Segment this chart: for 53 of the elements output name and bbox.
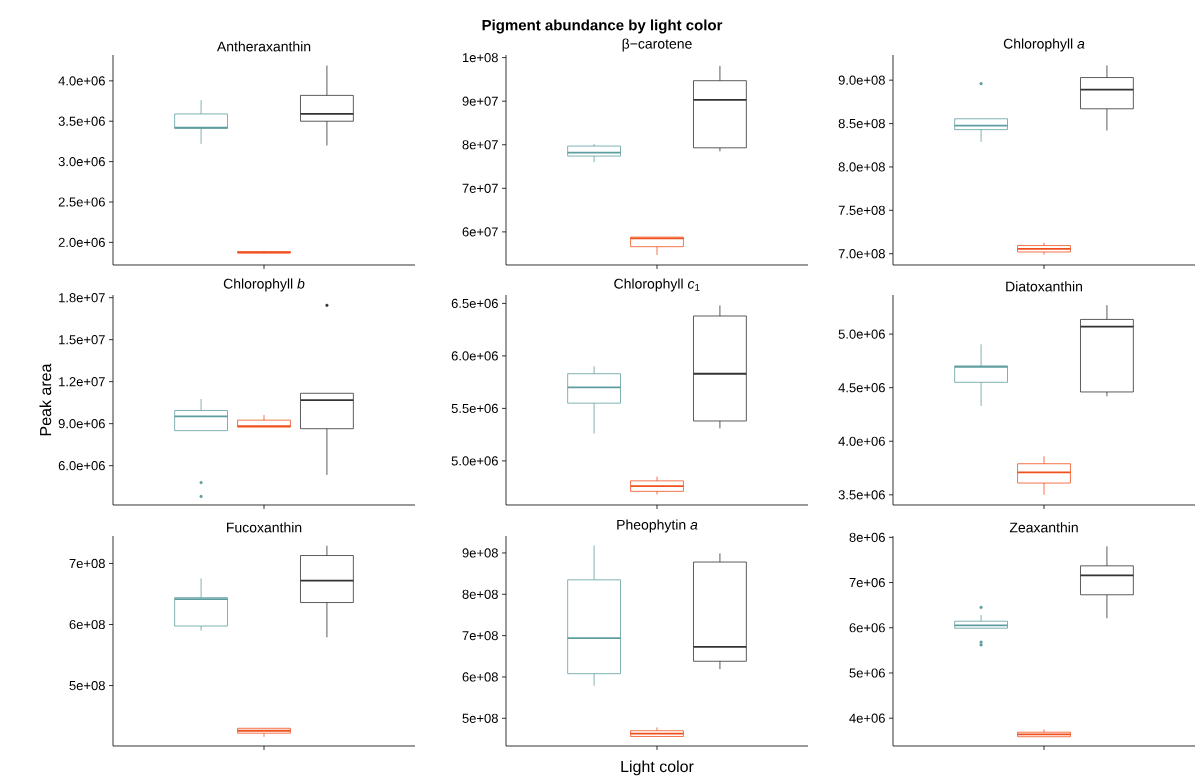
y-tick-label: 9e+08 (462, 548, 498, 558)
y-tick-label: 1.5e+07 (59, 335, 105, 345)
y-tick-label: 6e+08 (462, 672, 498, 682)
y-tick-label: 1.2e+07 (59, 377, 105, 387)
y-tick-label: 7e+08 (69, 558, 105, 569)
y-tick-label: 8e+06 (849, 532, 885, 542)
y-tick-label: 6.5e+06 (451, 298, 498, 308)
y-tick-label: 6.0e+06 (58, 461, 105, 471)
chart-title: Chlorophyll a (1003, 38, 1085, 52)
chart-title: Fucoxanthin (227, 522, 302, 533)
y-tick-label: 8.5e+08 (838, 118, 885, 129)
y-tick-label: 8e+07 (462, 140, 498, 150)
y-tick-label: 8e+08 (462, 589, 498, 599)
y-tick-label: 4.0e+06 (58, 76, 105, 86)
y-tick-label: 3.0e+06 (58, 157, 105, 167)
x-axis-title: Light color (621, 760, 694, 776)
chart-title: β−carotene (622, 38, 692, 52)
text: Pigment abundance by light color (482, 19, 723, 34)
y-tick-label: 7e+07 (462, 183, 498, 193)
y-tick-label: 3.5e+06 (838, 490, 885, 500)
y-tick-label: 5e+06 (849, 668, 885, 678)
y-tick-label: 7e+06 (849, 577, 885, 588)
y-tick-label: 6.0e+06 (451, 351, 498, 361)
y-tick-label: 6e+06 (849, 623, 885, 633)
y-tick-label: 7e+08 (462, 631, 498, 641)
y-tick-label: 5.5e+06 (451, 403, 498, 413)
y-tick-label: 5e+08 (462, 713, 498, 723)
chart-title: Chlorophyll b (223, 278, 305, 292)
y-tick-label: 2.0e+06 (58, 237, 105, 247)
chart-title: Antheraxanthin (216, 41, 311, 52)
y-tick-label: 9e+07 (462, 96, 498, 106)
y-tick-label: 4.5e+06 (838, 383, 885, 393)
y-tick-label: 5.0e+06 (451, 456, 498, 466)
y-tick-label: 4.0e+06 (838, 436, 885, 446)
y-tick-label: 3.5e+06 (58, 116, 105, 126)
y-tick-label: 7.0e+08 (838, 249, 885, 259)
y-tick-label: 2.5e+06 (58, 197, 105, 207)
chart-title: Diatoxanthin (1006, 281, 1083, 292)
y-tick-label: 1e+08 (462, 53, 498, 63)
y-tick-label: 9.0e+08 (838, 75, 885, 85)
y-tick-label: 9.0e+06 (58, 419, 105, 429)
chart-title: Chlorophyll c$_{1}$ (614, 278, 700, 292)
y-tick-label: 6e+08 (69, 619, 105, 630)
chart-title: Pheophytin a (617, 519, 698, 533)
y-axis-title: Peak area (39, 363, 52, 436)
y-tick-label: 4e+06 (849, 713, 885, 723)
y-tick-label: 7.5e+08 (838, 205, 885, 215)
y-tick-label: 6e+07 (462, 227, 498, 237)
y-tick-label: 5e+08 (69, 680, 105, 691)
y-tick-label: 5.0e+06 (838, 329, 885, 339)
y-tick-label: 8.0e+08 (838, 162, 885, 172)
chart-title: Zeaxanthin (1009, 522, 1078, 533)
y-tick-label: 1.8e+07 (59, 293, 105, 303)
